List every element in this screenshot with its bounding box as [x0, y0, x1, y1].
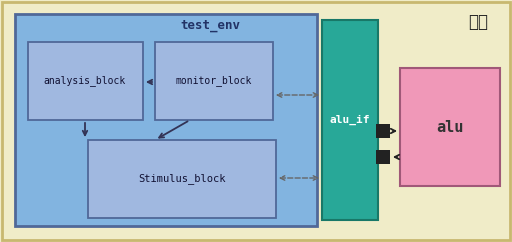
Text: test_env: test_env — [180, 20, 240, 32]
Bar — [400, 68, 500, 186]
Bar — [15, 14, 317, 226]
Bar — [88, 140, 276, 218]
Text: 顶层: 顶层 — [468, 13, 488, 31]
Text: alu: alu — [436, 120, 464, 135]
Text: Stimulus_block: Stimulus_block — [138, 174, 226, 184]
Text: analysis_block: analysis_block — [44, 76, 126, 86]
Text: alu_if: alu_if — [330, 115, 370, 125]
Bar — [155, 42, 273, 120]
Text: monitor_block: monitor_block — [176, 76, 252, 86]
Bar — [376, 124, 390, 138]
Bar — [28, 42, 143, 120]
Bar — [376, 150, 390, 164]
Bar — [322, 20, 378, 220]
